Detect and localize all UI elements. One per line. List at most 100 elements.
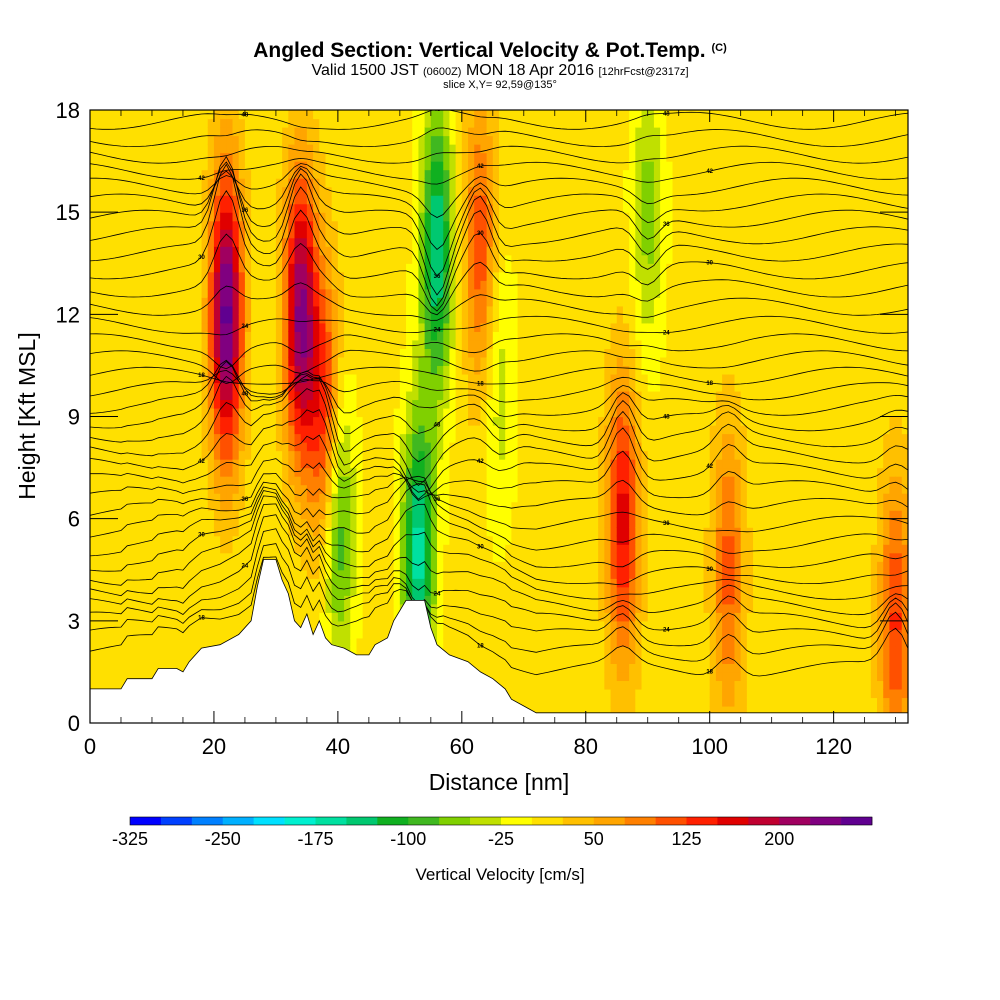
velocity-cell bbox=[294, 203, 302, 213]
velocity-cell bbox=[337, 603, 345, 613]
velocity-cell bbox=[368, 220, 376, 230]
velocity-cell bbox=[443, 493, 451, 503]
velocity-cell bbox=[486, 373, 494, 384]
velocity-cell bbox=[244, 229, 252, 239]
velocity-cell bbox=[294, 527, 302, 537]
velocity-cell bbox=[492, 671, 500, 682]
velocity-cell bbox=[120, 450, 128, 460]
velocity-cell bbox=[238, 407, 246, 418]
velocity-cell bbox=[393, 220, 401, 230]
velocity-cell bbox=[319, 620, 327, 630]
velocity-cell bbox=[288, 220, 296, 230]
velocity-cell bbox=[492, 135, 500, 145]
velocity-cell bbox=[189, 459, 196, 469]
velocity-cell bbox=[195, 476, 203, 486]
velocity-cell bbox=[455, 433, 463, 443]
velocity-cell bbox=[226, 331, 234, 341]
velocity-cell bbox=[461, 152, 469, 162]
velocity-cell bbox=[263, 416, 271, 426]
velocity-cell bbox=[306, 569, 314, 579]
velocity-cell bbox=[399, 595, 407, 605]
velocity-cell bbox=[269, 467, 277, 477]
velocity-cell bbox=[511, 688, 519, 699]
velocity-cell bbox=[120, 365, 128, 375]
velocity-cell bbox=[337, 237, 345, 247]
velocity-cell bbox=[145, 510, 153, 520]
velocity-cell bbox=[238, 578, 246, 588]
velocity-cell bbox=[170, 569, 178, 579]
velocity-cell bbox=[120, 288, 128, 298]
velocity-cell bbox=[151, 229, 159, 239]
velocity-cell bbox=[517, 569, 525, 579]
velocity-cell bbox=[344, 203, 351, 213]
velocity-cell bbox=[195, 578, 203, 588]
velocity-cell bbox=[313, 416, 320, 426]
velocity-cell bbox=[331, 322, 339, 332]
velocity-cell bbox=[412, 399, 420, 409]
velocity-cell bbox=[381, 254, 389, 264]
velocity-cell bbox=[362, 646, 370, 656]
velocity-cell bbox=[90, 612, 97, 622]
velocity-cell bbox=[306, 510, 314, 520]
velocity-cell bbox=[468, 118, 475, 128]
velocity-cell bbox=[189, 271, 196, 281]
velocity-cell bbox=[232, 280, 240, 290]
velocity-cell bbox=[158, 527, 165, 537]
velocity-cell bbox=[251, 186, 258, 196]
velocity-cell bbox=[201, 229, 209, 239]
velocity-cell bbox=[443, 433, 451, 443]
velocity-cell bbox=[468, 390, 475, 401]
velocity-cell bbox=[176, 339, 184, 349]
velocity-cell bbox=[145, 229, 153, 239]
velocity-cell bbox=[127, 637, 134, 647]
velocity-cell bbox=[170, 425, 178, 435]
velocity-cell bbox=[492, 144, 500, 154]
velocity-cell bbox=[139, 646, 147, 656]
velocity-cell bbox=[114, 612, 122, 622]
velocity-cell bbox=[499, 288, 506, 298]
velocity-cell bbox=[511, 365, 519, 375]
velocity-cell bbox=[306, 135, 314, 145]
velocity-cell bbox=[108, 110, 116, 120]
velocity-cell bbox=[226, 450, 234, 460]
velocity-cell bbox=[505, 476, 512, 486]
velocity-cell bbox=[449, 518, 457, 528]
velocity-cell bbox=[300, 433, 308, 443]
velocity-cell bbox=[461, 331, 469, 341]
velocity-cell bbox=[505, 518, 512, 528]
velocity-cell bbox=[96, 416, 103, 426]
velocity-cell bbox=[461, 382, 469, 392]
velocity-cell bbox=[350, 637, 358, 647]
velocity-cell bbox=[294, 178, 302, 188]
velocity-cell bbox=[362, 399, 370, 409]
velocity-cell bbox=[412, 186, 420, 196]
velocity-cell bbox=[387, 612, 395, 622]
velocity-cell bbox=[300, 229, 308, 239]
velocity-cell bbox=[139, 118, 147, 128]
velocity-cell bbox=[474, 518, 482, 528]
velocity-cell bbox=[288, 135, 296, 145]
velocity-cell bbox=[108, 527, 116, 537]
velocity-cell bbox=[139, 195, 147, 205]
velocity-cell bbox=[511, 339, 519, 349]
velocity-cell bbox=[96, 501, 103, 511]
velocity-cell bbox=[412, 382, 420, 392]
velocity-cell bbox=[399, 271, 407, 281]
velocity-cell bbox=[399, 484, 407, 494]
velocity-cell bbox=[511, 254, 519, 264]
velocity-cell bbox=[300, 237, 308, 247]
velocity-cell bbox=[313, 195, 320, 205]
velocity-cell bbox=[207, 629, 215, 639]
velocity-cell bbox=[127, 671, 134, 682]
velocity-cell bbox=[90, 127, 97, 137]
velocity-cell bbox=[133, 637, 141, 647]
velocity-cell bbox=[195, 280, 203, 290]
velocity-cell bbox=[412, 127, 420, 137]
velocity-cell bbox=[455, 169, 463, 179]
velocity-cell bbox=[195, 501, 203, 511]
velocity-cell bbox=[294, 467, 302, 477]
velocity-cell bbox=[362, 356, 370, 367]
velocity-cell bbox=[511, 110, 519, 120]
velocity-cell bbox=[158, 331, 165, 341]
velocity-cell bbox=[257, 416, 265, 426]
